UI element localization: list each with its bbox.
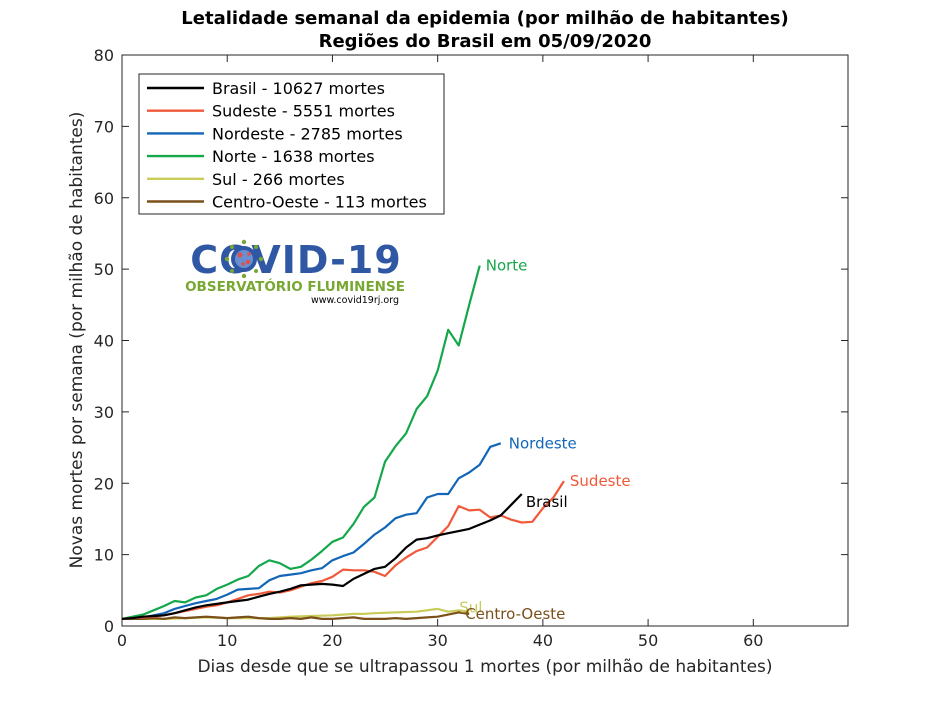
series-lines <box>121 265 565 621</box>
y-tick-label: 50 <box>94 260 114 279</box>
virus-icon <box>224 239 264 279</box>
covid19-logo: COVID-19 OBSERVATÓRIO FLUMINENSE www.cov… <box>185 238 405 306</box>
y-tick-label: 30 <box>94 403 114 422</box>
series-line-centro-oeste <box>122 611 470 621</box>
legend-box <box>138 73 445 215</box>
y-tick-label: 80 <box>94 46 114 65</box>
series-end-label: Centro-Oeste <box>465 605 565 623</box>
x-tick-label: 40 <box>533 631 553 650</box>
x-tick-label: 0 <box>117 631 127 650</box>
y-tick-label: 20 <box>94 474 114 493</box>
chart-title: Letalidade semanal da epidemia (por milh… <box>181 8 788 29</box>
y-axis-label: Novas mortes por semana (por milhão de h… <box>67 112 87 569</box>
y-tick-label: 10 <box>94 546 114 565</box>
series-end-label: Norte <box>486 257 528 275</box>
series-line-brasil <box>121 493 523 620</box>
legend-entry: Sul - 266 mortes <box>212 170 345 189</box>
y-tick-label: 0 <box>104 617 114 636</box>
logo-subtitle: OBSERVATÓRIO FLUMINENSE <box>185 277 405 295</box>
logo-title: COVID-19 <box>190 238 402 282</box>
series-line-nordeste <box>121 442 502 620</box>
logo-url: www.covid19rj.org <box>311 295 399 306</box>
x-tick-label: 30 <box>427 631 447 650</box>
chart-subtitle: Regiões do Brasil em 05/09/2020 <box>319 31 652 52</box>
series-end-label: Nordeste <box>509 434 577 452</box>
y-tick-label: 70 <box>94 117 114 136</box>
axis-ticks: 0 10 20 30 40 50 60 0 10 20 30 40 50 60 70 80 <box>94 46 848 650</box>
series-end-label: Brasil <box>526 493 568 511</box>
legend-entry: Sudeste - 5551 mortes <box>212 102 395 121</box>
series-line-norte <box>121 265 481 620</box>
legend: Brasil - 10627 mortes Sudeste - 5551 mort… <box>138 73 445 215</box>
x-tick-label: 10 <box>217 631 237 650</box>
legend-entry: Nordeste - 2785 mortes <box>212 124 403 143</box>
y-tick-label: 40 <box>94 332 114 351</box>
series-end-label: Sul <box>459 599 482 617</box>
x-tick-label: 50 <box>638 631 658 650</box>
series-line-sudeste <box>121 480 565 620</box>
y-tick-label: 60 <box>94 189 114 208</box>
legend-entry: Brasil - 10627 mortes <box>212 79 385 98</box>
x-axis-label: Dias desde que se ultrapassou 1 mortes (… <box>197 657 772 677</box>
legend-entry: Norte - 1638 mortes <box>212 147 375 166</box>
x-tick-label: 20 <box>322 631 342 650</box>
x-tick-label: 60 <box>743 631 763 650</box>
legend-entry: Centro-Oeste - 113 mortes <box>212 193 427 212</box>
series-end-label: Sudeste <box>570 472 631 490</box>
